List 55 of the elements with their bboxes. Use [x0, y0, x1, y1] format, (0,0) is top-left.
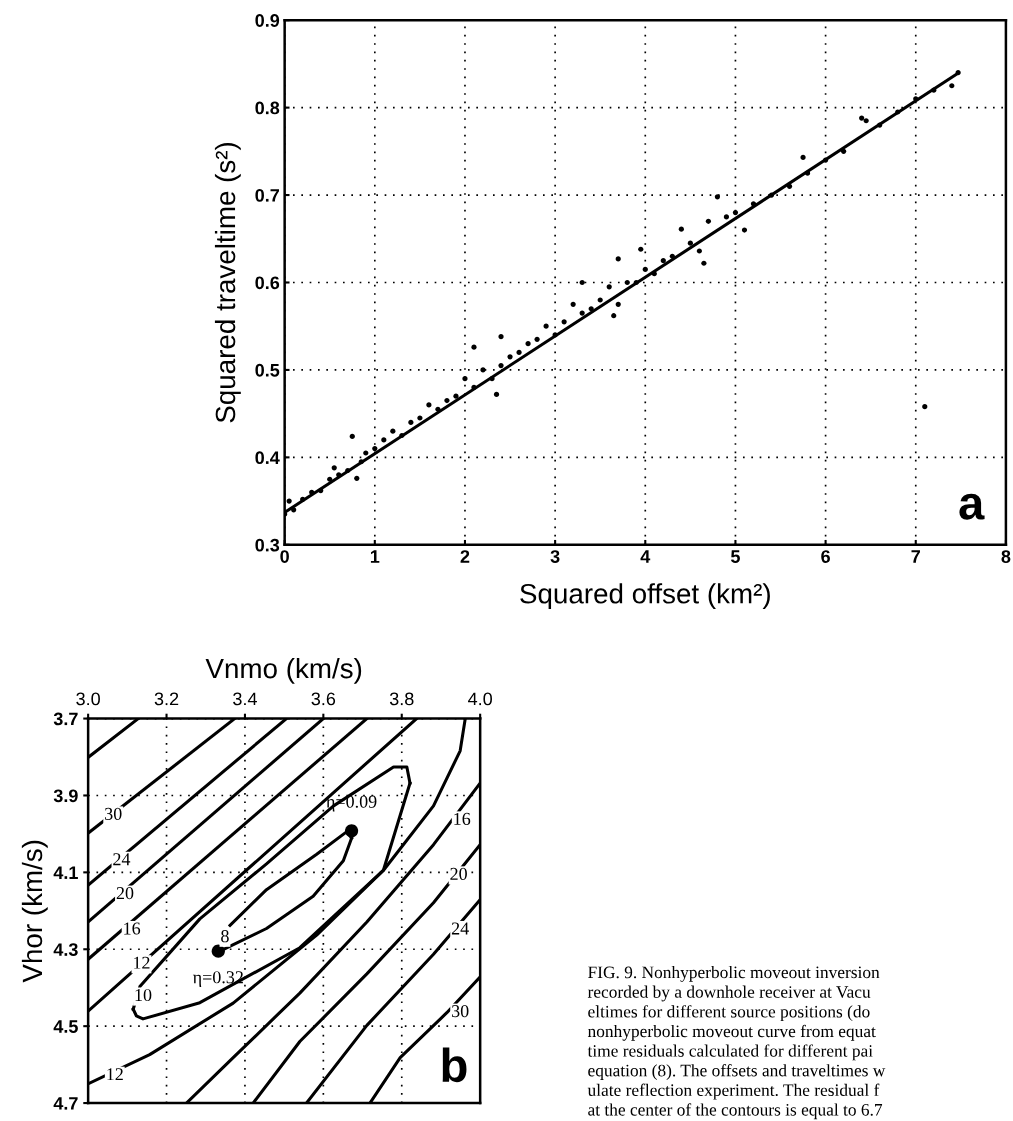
x-tick-label: 7: [911, 550, 920, 563]
y-tick-label: 0.8: [255, 101, 280, 115]
x-tick-label: 3: [550, 550, 560, 563]
text: equation (8). The offsets and traveltimes w: [588, 1064, 886, 1080]
x-tick-label: 3.0: [76, 692, 100, 706]
text: ulate reflection experiment. The residual f: [587, 1083, 880, 1100]
y-tick-label: 0.4: [255, 451, 280, 465]
y-axis-title: Vhor (km/s): [21, 840, 48, 983]
x-tick-label: 5: [730, 550, 740, 563]
x-tick-label: 0: [280, 550, 289, 563]
annotation: 16: [454, 812, 471, 825]
x-axis-title: Vnmo (km/s): [205, 657, 362, 684]
x-tick-label: 4.0: [468, 692, 493, 706]
text: recorded by a downhole receiver at Vacu: [587, 985, 871, 1002]
annotation: 20: [116, 887, 134, 900]
x-tick-label: 3.8: [389, 692, 414, 706]
x-tick-label: 8: [1001, 550, 1011, 563]
annotation: 30: [105, 807, 122, 820]
series-label: η=0.32: [192, 971, 243, 987]
y-tick-label: 4.1: [53, 866, 78, 879]
text: time residuals calculated for different pai: [587, 1044, 873, 1061]
annotation: 12: [107, 1068, 123, 1081]
text: nonhyperbolic moveout curve from equat: [587, 1024, 876, 1041]
y-tick-label: 0.3: [255, 538, 280, 552]
y-tick-label: 4.3: [53, 943, 78, 957]
y-tick-label: 4.5: [53, 1020, 78, 1033]
annotation: 30: [452, 1005, 469, 1018]
y-tick-label: 0.7: [255, 188, 279, 202]
x-tick-label: 3.6: [311, 692, 336, 706]
x-tick-label: 3.2: [154, 692, 179, 706]
annotation: 24: [113, 853, 131, 866]
x-tick-label: 1: [370, 550, 380, 563]
text: eltimes for different source positions (do: [588, 1005, 870, 1022]
y-tick-label: 0.6: [255, 276, 280, 290]
x-tick-label: 2: [460, 550, 470, 563]
x-tick-label: 3.4: [233, 692, 257, 706]
caption: FIG. 9. Nonhyperbolic moveout inversion: [588, 965, 880, 982]
annotation: 8: [221, 930, 229, 943]
annotation: 12: [134, 956, 150, 969]
annotation: 16: [124, 922, 141, 935]
y-tick-label: 4.7: [53, 1097, 78, 1110]
annotation: 24: [451, 922, 469, 935]
annotation: 10: [135, 988, 152, 1002]
annotation: 20: [450, 867, 467, 880]
text: at the center of the contours is equal to 6.7: [588, 1103, 883, 1120]
text: a: [959, 493, 985, 520]
y-tick-label: 0.5: [255, 363, 280, 377]
y-tick-label: 3.7: [53, 712, 78, 726]
x-axis-title: Squared offset (km²): [520, 583, 770, 610]
y-axis-title: Squared traveltime (s²): [214, 142, 241, 423]
y-tick-label: 0.9: [255, 14, 280, 27]
y-tick-label: 3.9: [53, 789, 78, 803]
text: b: [442, 1047, 467, 1083]
x-tick-label: 4: [640, 550, 651, 563]
x-tick-label: 6: [821, 550, 830, 563]
